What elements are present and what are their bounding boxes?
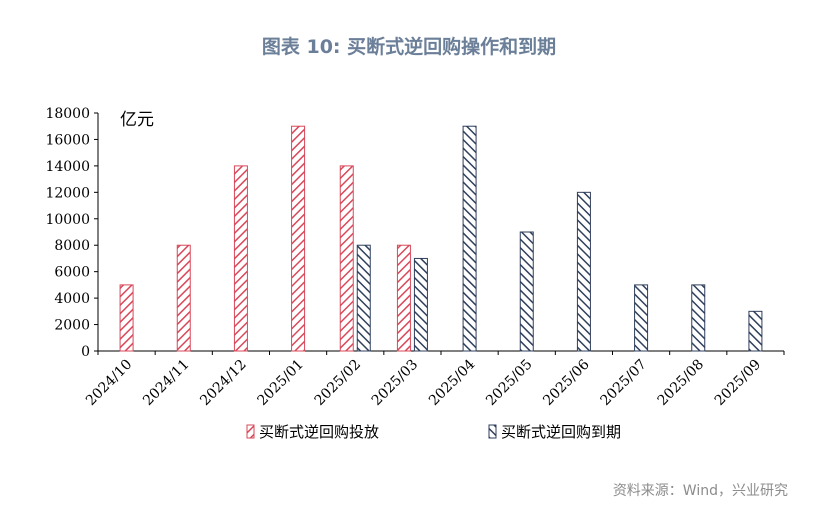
source-note: 资料来源：Wind，兴业研究 xyxy=(612,483,788,499)
y-tick-label: 10000 xyxy=(45,212,90,228)
bar-maturity-2025-06 xyxy=(576,191,591,352)
x-tick-label: 2025/05 xyxy=(483,357,535,409)
bar-maturity-2025-03 xyxy=(413,257,428,352)
bar-injection-2024-11 xyxy=(176,244,191,352)
bar-maturity-2025-02 xyxy=(356,244,371,352)
x-tick-label: 2025/01 xyxy=(254,357,306,409)
legend-label: 买断式逆回购投放 xyxy=(259,423,379,441)
y-tick-label: 4000 xyxy=(54,291,90,307)
bar-injection-2025-03 xyxy=(396,244,411,352)
y-tick-label: 12000 xyxy=(45,185,90,201)
legend-label: 买断式逆回购到期 xyxy=(501,423,621,441)
bar-injection-2024-12 xyxy=(233,165,248,352)
x-tick-label: 2025/04 xyxy=(426,356,479,409)
x-tick-label: 2025/09 xyxy=(712,357,764,409)
y-tick-label: 2000 xyxy=(54,318,90,334)
bar-maturity-2025-08 xyxy=(691,284,706,352)
x-tick-label: 2025/02 xyxy=(312,357,364,409)
x-tick-label: 2025/08 xyxy=(655,357,707,409)
bar-maturity-2025-05 xyxy=(519,231,534,352)
x-tick-label: 2025/07 xyxy=(597,357,649,409)
bar-injection-2024-10 xyxy=(119,284,134,352)
bar-injection-2025-02 xyxy=(339,165,354,352)
x-tick-label: 2025/03 xyxy=(369,357,421,409)
y-tick-label: 16000 xyxy=(45,132,90,148)
bar-maturity-2025-09 xyxy=(748,310,763,352)
y-tick-label: 0 xyxy=(81,344,90,360)
x-tick-label: 2024/12 xyxy=(197,357,249,409)
bar-injection-2025-01 xyxy=(291,125,306,352)
unit-label: 亿元 xyxy=(120,110,154,130)
chart-title: 图表 10: 买断式逆回购操作和到期 xyxy=(261,36,557,58)
y-tick-label: 18000 xyxy=(45,106,90,122)
y-tick-label: 6000 xyxy=(54,265,90,281)
y-tick-label: 8000 xyxy=(54,238,90,254)
x-tick-label: 2024/10 xyxy=(83,357,135,409)
legend-swatch xyxy=(246,424,255,439)
legend-swatch xyxy=(488,424,497,439)
x-tick-label: 2024/11 xyxy=(140,357,192,409)
bar-maturity-2025-04 xyxy=(462,125,477,352)
y-tick-label: 14000 xyxy=(45,159,90,175)
x-tick-label: 2025/06 xyxy=(540,356,593,409)
bar-maturity-2025-07 xyxy=(634,284,649,352)
